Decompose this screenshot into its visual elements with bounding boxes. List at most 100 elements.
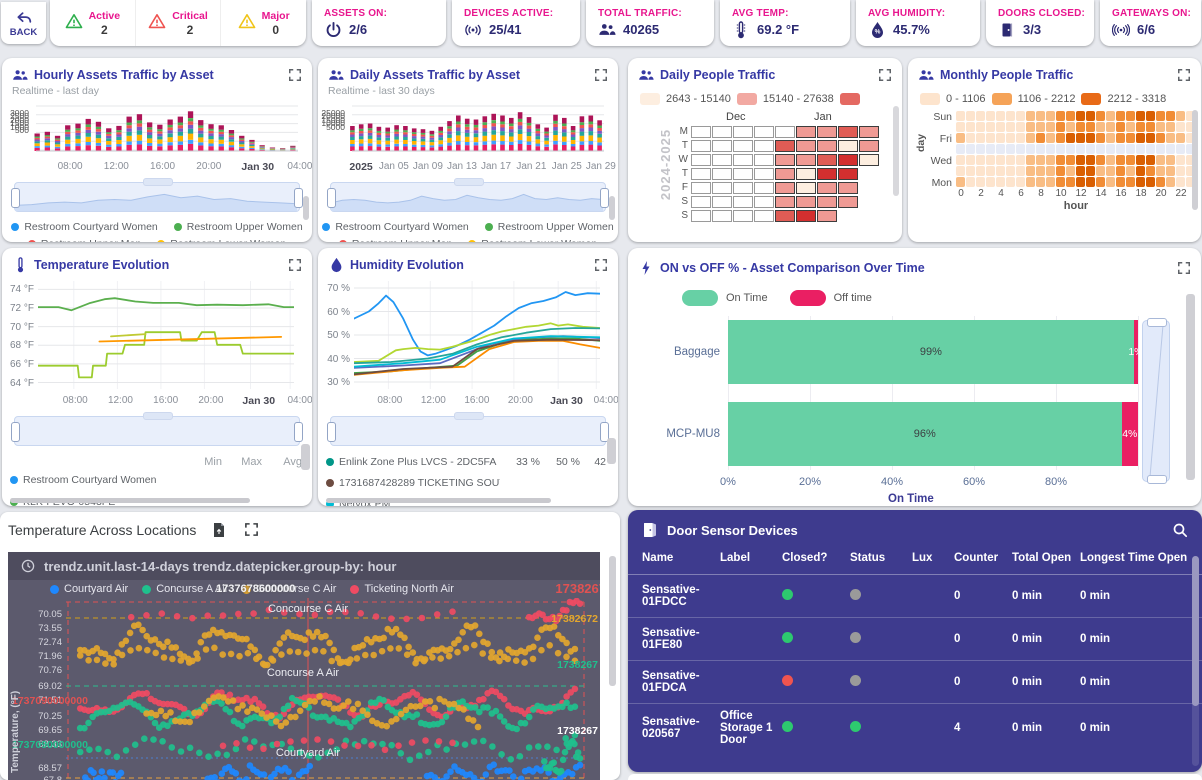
heatmap-cell[interactable]	[986, 177, 995, 187]
heatmap-cell[interactable]	[1146, 155, 1155, 165]
heatmap-cell[interactable]	[976, 166, 985, 176]
brush-handle-left[interactable]	[11, 188, 20, 208]
heatmap-cell[interactable]	[1126, 111, 1135, 121]
vertical-zoom-slider[interactable]	[1142, 318, 1170, 484]
heatmap-cell[interactable]	[1086, 122, 1095, 132]
heatmap-cell[interactable]	[1096, 177, 1105, 187]
brush-handle-right[interactable]	[600, 188, 609, 208]
heatmap-cell[interactable]	[986, 133, 995, 143]
calendar-cell[interactable]	[817, 139, 837, 152]
heatmap-cell[interactable]	[1176, 133, 1185, 143]
calendar-cell[interactable]	[775, 153, 795, 166]
alarm-item-active[interactable]: Active 2	[50, 0, 135, 46]
alarm-summary-card[interactable]: Active 2 Critical 2 Major 0	[50, 0, 306, 46]
calendar-cell[interactable]	[754, 209, 774, 222]
heatmap-cell[interactable]	[1166, 144, 1175, 154]
legend-item[interactable]: Restroom Upper Women	[173, 221, 303, 233]
heatmap-cell[interactable]	[1116, 166, 1125, 176]
heatmap-cell[interactable]	[1116, 133, 1125, 143]
brush-handle-right[interactable]	[294, 422, 303, 442]
on-segment[interactable]: 96%	[728, 402, 1122, 466]
calendar-cell[interactable]	[691, 209, 711, 222]
heatmap-cell[interactable]	[1126, 133, 1135, 143]
heatmap-cell[interactable]	[956, 133, 965, 143]
heatmap-cell[interactable]	[1016, 155, 1025, 165]
heatmap-cell[interactable]	[1156, 111, 1165, 121]
legend-item[interactable]: Restroom Upper Men	[338, 238, 452, 242]
heatmap-cell[interactable]	[966, 166, 975, 176]
heatmap-cell[interactable]	[1106, 122, 1115, 132]
heatmap-cell[interactable]	[1126, 155, 1135, 165]
heatmap-cell[interactable]	[986, 111, 995, 121]
alarm-item-critical[interactable]: Critical 2	[134, 0, 221, 46]
heatmap-cell[interactable]	[1046, 111, 1055, 121]
heatmap-cell[interactable]	[1076, 166, 1085, 176]
heatmap-cell[interactable]	[956, 122, 965, 132]
heatmap-cell[interactable]	[1106, 155, 1115, 165]
table-row[interactable]: Sensative-01FDCA 0 0 min 0 min	[628, 660, 1202, 703]
heatmap-cell[interactable]	[1166, 133, 1175, 143]
calendar-cell[interactable]	[796, 153, 816, 166]
heatmap-cell[interactable]	[1116, 155, 1125, 165]
legend-item[interactable]: Restroom Upper Women	[484, 221, 614, 233]
heatmap-cell[interactable]	[1096, 111, 1105, 121]
heatmap-cell[interactable]	[1186, 177, 1195, 187]
heatmap-cell[interactable]	[1036, 133, 1045, 143]
off-segment[interactable]: 1%	[1128, 320, 1144, 384]
heatmap-cell[interactable]	[1166, 122, 1175, 132]
heatmap-cell[interactable]	[1096, 133, 1105, 143]
heatmap-cell[interactable]	[1086, 177, 1095, 187]
heatmap-cell[interactable]	[1136, 144, 1145, 154]
heatmap-cell[interactable]	[1006, 111, 1015, 121]
heatmap-cell[interactable]	[1026, 166, 1035, 176]
stat-card-devices-active[interactable]: DEVICES ACTIVE: 25/41	[452, 0, 580, 46]
calendar-cell[interactable]	[691, 167, 711, 180]
search-icon[interactable]	[1172, 522, 1188, 538]
scrollbar-thumb[interactable]	[609, 196, 615, 220]
calendar-cell[interactable]	[691, 153, 711, 166]
heatmap-cell[interactable]	[1076, 177, 1085, 187]
scrollbar-thumb[interactable]	[301, 444, 310, 470]
heatmap-cell[interactable]	[986, 155, 995, 165]
calendar-cell[interactable]	[733, 167, 753, 180]
heatmap-cell[interactable]	[976, 133, 985, 143]
on-time-swatch[interactable]	[682, 290, 718, 306]
calendar-cell[interactable]	[838, 167, 858, 180]
heatmap-cell[interactable]	[1156, 144, 1165, 154]
heatmap-cell[interactable]	[1136, 133, 1145, 143]
legend-row[interactable]: Enlink Zone Plus LVCS - 2DC5FA 33 % 50 % 42	[318, 456, 618, 468]
heatmap-cell[interactable]	[1156, 122, 1165, 132]
heatmap-cell[interactable]	[996, 122, 1005, 132]
heatmap-cell[interactable]	[1116, 122, 1125, 132]
calendar-cell[interactable]	[775, 209, 795, 222]
calendar-cell[interactable]	[691, 139, 711, 152]
calendar-cell[interactable]	[733, 195, 753, 208]
calendar-cell[interactable]	[796, 139, 816, 152]
legend-item[interactable]: Concurse A Air	[142, 583, 228, 595]
heatmap-cell[interactable]	[966, 144, 975, 154]
temperature-line-chart[interactable]	[37, 281, 295, 394]
heatmap-cell[interactable]	[1186, 111, 1195, 121]
calendar-cell[interactable]	[754, 153, 774, 166]
time-range-brush[interactable]	[11, 412, 303, 446]
heatmap-cell[interactable]	[1116, 144, 1125, 154]
expand-icon[interactable]	[288, 258, 302, 272]
legend-item[interactable]: Restroom Courtyard Women	[322, 221, 469, 233]
heatmap-cell[interactable]	[1046, 122, 1055, 132]
heatmap-cell[interactable]	[1056, 133, 1065, 143]
expand-icon[interactable]	[594, 68, 608, 82]
heatmap-cell[interactable]	[1026, 144, 1035, 154]
stat-card-gateways-on[interactable]: GATEWAYS ON: 6/6	[1100, 0, 1201, 46]
column-header-name[interactable]: Name	[642, 552, 674, 564]
scrollbar-thumb[interactable]	[1186, 294, 1195, 480]
column-header-counter[interactable]: Counter	[954, 552, 999, 564]
heatmap-cell[interactable]	[976, 177, 985, 187]
legend-row[interactable]: Restroom Courtyard Women	[2, 474, 312, 486]
heatmap-cell[interactable]	[1076, 144, 1085, 154]
brush-notch[interactable]	[454, 178, 484, 186]
table-row[interactable]: Sensative-020567 Office Storage 1 Door 4…	[628, 703, 1202, 752]
calendar-cell[interactable]	[754, 167, 774, 180]
heatmap-cell[interactable]	[1186, 166, 1195, 176]
heatmap-cell[interactable]	[996, 177, 1005, 187]
heatmap-cell[interactable]	[1026, 177, 1035, 187]
